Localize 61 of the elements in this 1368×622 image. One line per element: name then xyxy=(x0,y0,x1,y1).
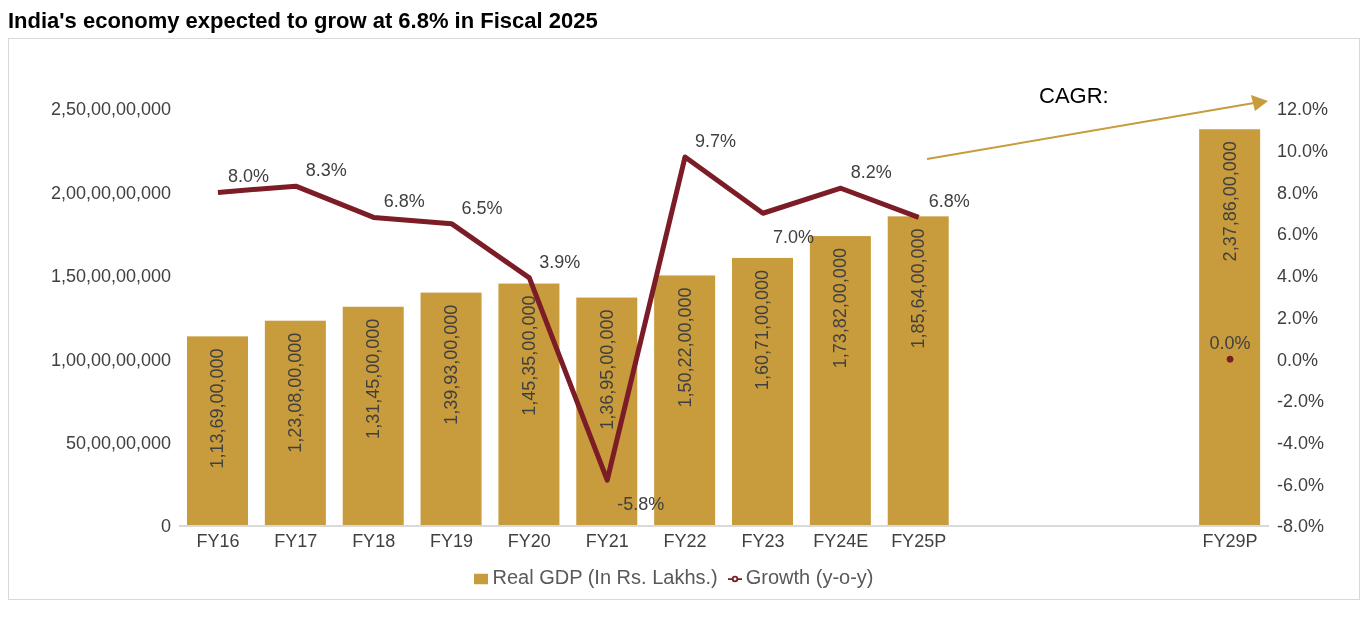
y2-tick-label: 4.0% xyxy=(1277,266,1319,287)
bar xyxy=(1199,129,1261,526)
data-label: 7.0% xyxy=(772,227,814,248)
text: CAGR: xyxy=(1039,83,1109,109)
x-tick-label: FY24E xyxy=(813,530,869,551)
y2-tick-label: -6.0% xyxy=(1277,474,1325,495)
legend-label: Growth (y-o-y) xyxy=(745,566,874,588)
data-label: 6.8% xyxy=(928,191,970,212)
data-label: 3.9% xyxy=(539,251,581,272)
legend-label: Real GDP (In Rs. Lakhs.) xyxy=(492,566,718,588)
data-label: 1,31,45,00,000 xyxy=(363,318,384,439)
data-label: 6.5% xyxy=(461,197,503,218)
data-label: 1,85,64,00,000 xyxy=(908,228,929,349)
y2-tick-label: -4.0% xyxy=(1277,432,1325,453)
y-tick-label: 1,50,00,00,000 xyxy=(50,266,171,287)
data-label: 6.8% xyxy=(383,191,425,212)
y2-tick-label: 12.0% xyxy=(1277,99,1329,120)
x-tick-label: FY25P xyxy=(891,530,947,551)
y2-tick-label: -8.0% xyxy=(1277,516,1325,537)
y2-tick-label: 10.0% xyxy=(1277,141,1329,162)
data-label: 1,45,35,00,000 xyxy=(518,295,539,416)
y-tick-label: 2,50,00,00,000 xyxy=(50,99,171,120)
bar xyxy=(342,306,404,526)
x-tick-label: FY19 xyxy=(429,530,474,551)
y-tick-label: 1,00,00,00,000 xyxy=(50,349,171,370)
data-label: 9.7% xyxy=(695,130,737,151)
y2-tick-label: 8.0% xyxy=(1277,182,1319,203)
data-label: 8.3% xyxy=(305,160,347,181)
data-label: 8.0% xyxy=(227,166,269,187)
y-tick-label: 0 xyxy=(160,516,171,537)
data-label: 2,37,86,00,000 xyxy=(1219,141,1240,262)
y2-tick-label: -2.0% xyxy=(1277,391,1325,412)
data-label: 1,13,69,00,000 xyxy=(207,348,228,469)
bar xyxy=(887,216,949,526)
y-tick-label: 2,00,00,00,000 xyxy=(50,182,171,203)
x-tick-label: FY18 xyxy=(352,530,396,551)
chart-title: India's economy expected to grow at 6.8% in Fiscal 2025 xyxy=(8,8,599,35)
bar xyxy=(732,257,793,526)
x-tick-label: FY29P xyxy=(1202,530,1258,551)
data-label: 1,39,93,00,000 xyxy=(441,304,462,425)
y2-tick-label: 6.0% xyxy=(1277,224,1319,245)
data-label: 1,23,08,00,000 xyxy=(285,332,306,453)
x-tick-label: FY17 xyxy=(274,530,318,551)
data-label: 1,60,71,00,000 xyxy=(752,269,773,391)
x-tick-label: FY16 xyxy=(196,530,240,551)
y-tick-label: 50,00,00,000 xyxy=(65,432,171,453)
x-tick-label: FY21 xyxy=(585,530,629,551)
data-label: 1,73,82,00,000 xyxy=(830,248,851,369)
data-label: 0.0% xyxy=(1209,333,1251,354)
bar xyxy=(420,292,482,526)
y2-tick-label: 2.0% xyxy=(1277,307,1319,328)
bar xyxy=(187,336,248,526)
bar xyxy=(264,320,326,526)
y2-tick-label: 0.0% xyxy=(1277,349,1319,370)
bar xyxy=(498,283,560,526)
data-label: 8.2% xyxy=(850,162,892,183)
x-tick-label: FY23 xyxy=(741,530,785,551)
x-tick-label: FY20 xyxy=(507,530,551,551)
data-label: 1,50,22,00,000 xyxy=(674,287,695,408)
data-label: 1,36,95,00,000 xyxy=(596,309,617,430)
x-tick-label: FY22 xyxy=(663,530,707,551)
